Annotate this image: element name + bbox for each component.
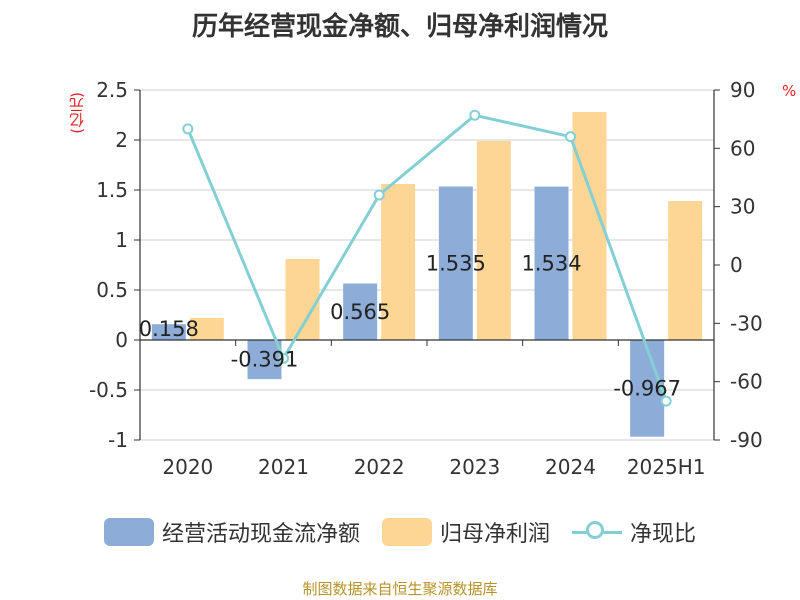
bar-cash-flow <box>630 340 665 437</box>
legend-item-net-profit[interactable]: 归母净利润 <box>381 516 550 548</box>
ratio-point <box>182 123 194 135</box>
data-source-note: 制图数据来自恒生聚源数据库 <box>302 580 498 598</box>
y-left-tick-label: 2.5 <box>96 78 128 102</box>
bar-net-profit <box>381 184 416 340</box>
y-left-tick-label: 0.5 <box>96 278 128 302</box>
bar-cash-flow <box>151 324 186 340</box>
bar-cash-flow <box>247 340 282 380</box>
x-tick-label: 2022 <box>354 455 405 479</box>
bar-cash-flow <box>343 283 378 340</box>
ratio-point <box>469 109 481 121</box>
data-label-cash-flow: 0.565 <box>330 300 390 324</box>
y-right-tick-label: -60 <box>730 370 763 394</box>
y-right-tick-label: 0 <box>730 253 743 277</box>
x-tick-label: 2021 <box>258 455 309 479</box>
chart-title: 历年经营现金净额、归母净利润情况 <box>191 12 608 42</box>
bar-net-profit <box>572 112 607 340</box>
y-left-tick-label: 2 <box>115 128 128 152</box>
bar-cash-flow <box>534 186 569 340</box>
data-label-cash-flow: 1.534 <box>521 251 581 275</box>
x-tick-label: 2024 <box>545 455 596 479</box>
legend: 经营活动现金流净额 归母净利润 净现比 <box>0 516 800 548</box>
legend-label-ratio: 净现比 <box>630 522 697 547</box>
legend-label-net-profit: 归母净利润 <box>439 522 550 547</box>
x-tick-label: 2023 <box>449 455 500 479</box>
legend-swatch-ratio <box>572 518 622 546</box>
y-left-tick-label: -0.5 <box>89 378 128 402</box>
y-left-tick-label: 0 <box>115 328 128 352</box>
ratio-point <box>278 352 289 364</box>
ratio-point <box>373 189 385 201</box>
y-right-tick-label: 60 <box>730 136 755 160</box>
bar-cash-flow <box>438 186 473 340</box>
ratio-line <box>186 113 668 402</box>
legend-item-ratio[interactable]: 净现比 <box>572 516 696 548</box>
y-left-tick-label: -1 <box>108 428 128 452</box>
data-label-cash-flow: -0.967 <box>613 376 681 400</box>
y-right-tick-label: 30 <box>730 195 755 219</box>
ratio-point <box>565 131 576 143</box>
bar-net-profit <box>189 318 224 340</box>
x-tick-label: 2020 <box>162 455 213 479</box>
data-label-cash-flow: -0.391 <box>231 348 299 372</box>
data-label-cash-flow: 1.535 <box>426 251 486 275</box>
y-left-tick-label: 1.5 <box>96 178 128 202</box>
legend-swatch-net-profit <box>381 518 432 546</box>
legend-label-cash-flow: 经营活动现金流净额 <box>161 522 360 547</box>
y-right-tick-label: -30 <box>730 311 763 335</box>
y-left-tick-label: 1 <box>115 228 128 252</box>
data-label-cash-flow: 0.158 <box>139 317 199 341</box>
legend-item-cash-flow[interactable]: 经营活动现金流净额 <box>103 516 360 548</box>
y-right-tick-label: -90 <box>730 428 763 452</box>
left-axis-unit: (亿元) <box>68 92 86 134</box>
bar-net-profit <box>668 201 703 340</box>
legend-swatch-cash-flow <box>103 518 154 546</box>
bar-net-profit <box>476 141 511 340</box>
y-right-tick-label: 90 <box>730 78 755 102</box>
right-axis-unit: % <box>782 82 797 100</box>
x-tick-label: 2025H1 <box>627 455 706 479</box>
ratio-point <box>660 395 672 407</box>
